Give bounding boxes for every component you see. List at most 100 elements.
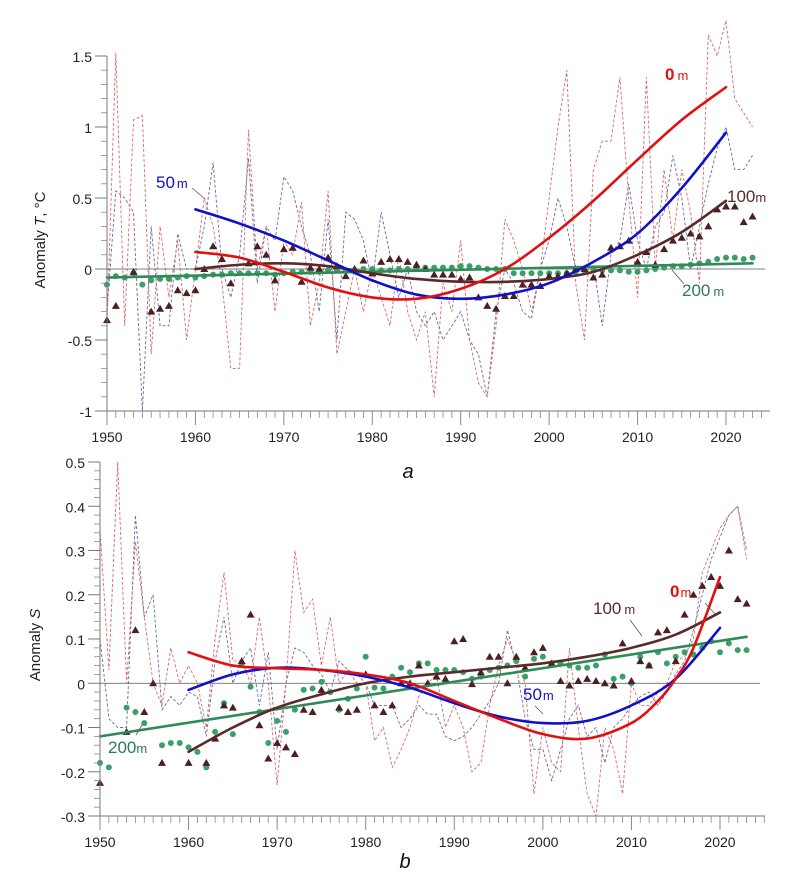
marker-200m — [637, 653, 644, 660]
y-tick-label: -0.2 — [61, 765, 85, 781]
marker-100m — [131, 626, 140, 634]
marker-100m — [447, 270, 456, 278]
x-tick-label: 1990 — [445, 429, 476, 445]
x-tick-label: 1960 — [173, 834, 204, 850]
marker-100m — [492, 304, 501, 312]
marker-100m — [129, 267, 138, 275]
marker-100m — [527, 280, 536, 288]
marker-100m — [432, 672, 441, 680]
label-leader — [534, 705, 544, 715]
marker-200m — [132, 709, 139, 716]
x-tick-label: 1950 — [91, 429, 122, 445]
marker-100m — [589, 273, 598, 281]
x-tick-label: 1990 — [439, 834, 470, 850]
x-tick-label: 2010 — [622, 429, 653, 445]
marker-200m — [148, 277, 155, 284]
marker-200m — [681, 649, 688, 656]
marker-100m — [609, 681, 618, 689]
y-tick-label: 0.5 — [73, 191, 93, 207]
marker-100m — [545, 272, 554, 280]
marker-200m — [141, 720, 148, 727]
marker-100m — [468, 680, 476, 688]
marker-100m — [111, 301, 120, 309]
marker-200m — [380, 685, 387, 692]
marker-100m — [645, 661, 654, 669]
marker-200m — [433, 666, 440, 673]
marker-100m — [237, 657, 246, 665]
svg-text:0m: 0m — [670, 582, 691, 601]
marker-100m — [503, 679, 512, 687]
trend-line-100m — [187, 611, 722, 754]
x-tick-label: 1980 — [357, 429, 388, 445]
marker-100m — [149, 679, 158, 687]
svg-text:100m: 100m — [727, 187, 766, 206]
marker-100m — [220, 701, 228, 709]
marker-200m — [247, 683, 254, 690]
y-axis-title: Anomaly T, °C — [32, 191, 49, 288]
marker-100m — [677, 233, 686, 241]
label-num: 50 — [156, 173, 175, 192]
label-num: 100 — [593, 599, 621, 618]
marker-100m — [228, 703, 237, 711]
svg-text:200m: 200m — [682, 281, 724, 300]
trend-line-0m — [187, 575, 722, 741]
marker-100m — [565, 681, 574, 689]
marker-100m — [739, 218, 748, 226]
marker-200m — [362, 653, 369, 660]
marker-100m — [456, 274, 465, 282]
raw-series-group — [106, 20, 753, 412]
marker-100m — [724, 546, 733, 554]
y-tick-label: 0.3 — [66, 544, 86, 560]
x-tick-label: 2010 — [616, 834, 647, 850]
marker-200m — [139, 281, 146, 288]
marker-200m — [643, 267, 650, 274]
marker-200m — [714, 256, 721, 263]
marker-100m — [315, 265, 324, 272]
trend-line-100m — [194, 199, 728, 284]
marker-100m — [521, 663, 530, 671]
marker-100m — [297, 277, 306, 285]
y-axis-title: Anomaly S — [27, 609, 44, 682]
marker-100m — [509, 291, 518, 299]
marker-200m — [725, 640, 732, 647]
label-unit: m — [624, 602, 635, 617]
marker-100m — [722, 202, 730, 210]
marker-100m — [184, 758, 193, 766]
marker-200m — [743, 647, 750, 654]
axes: -0.3 -0.2 -0.1 0 0.1 0.2 0.3 0.4 0.5 1950 1960 1970… — [61, 455, 765, 850]
marker-100m — [748, 212, 757, 220]
marker-100m — [290, 750, 299, 758]
marker-100m — [271, 276, 280, 284]
label-num: 0 — [665, 65, 674, 84]
marker-100m — [370, 701, 379, 709]
marker-200m — [167, 739, 174, 746]
label-num: 100 — [727, 187, 755, 206]
marker-100m — [716, 581, 724, 589]
trend-line-200m — [98, 635, 748, 738]
marker-100m — [140, 708, 149, 716]
label-unit: m — [543, 688, 554, 703]
marker-200m — [740, 256, 747, 263]
marker-100m — [209, 242, 218, 250]
marker-200m — [318, 678, 325, 685]
marker-200m — [265, 739, 272, 746]
marker-100m — [704, 222, 713, 230]
marker-200m — [672, 653, 679, 660]
marker-100m — [662, 626, 671, 634]
panel-label-a: a — [402, 461, 413, 483]
x-tick-label: 1960 — [180, 429, 211, 445]
marker-200m — [734, 647, 741, 654]
marker-200m — [625, 268, 632, 275]
svg-text:0m: 0m — [665, 65, 688, 84]
marker-100m — [191, 286, 200, 294]
marker-200m — [723, 254, 729, 261]
marker-100m — [636, 657, 645, 665]
marker-100m — [262, 250, 271, 258]
label-unit: m — [755, 190, 766, 205]
marker-200m — [522, 673, 529, 680]
raw-line-50m — [106, 125, 753, 412]
marker-200m — [105, 764, 112, 771]
marker-100m — [689, 590, 698, 598]
marker-200m — [593, 662, 599, 669]
